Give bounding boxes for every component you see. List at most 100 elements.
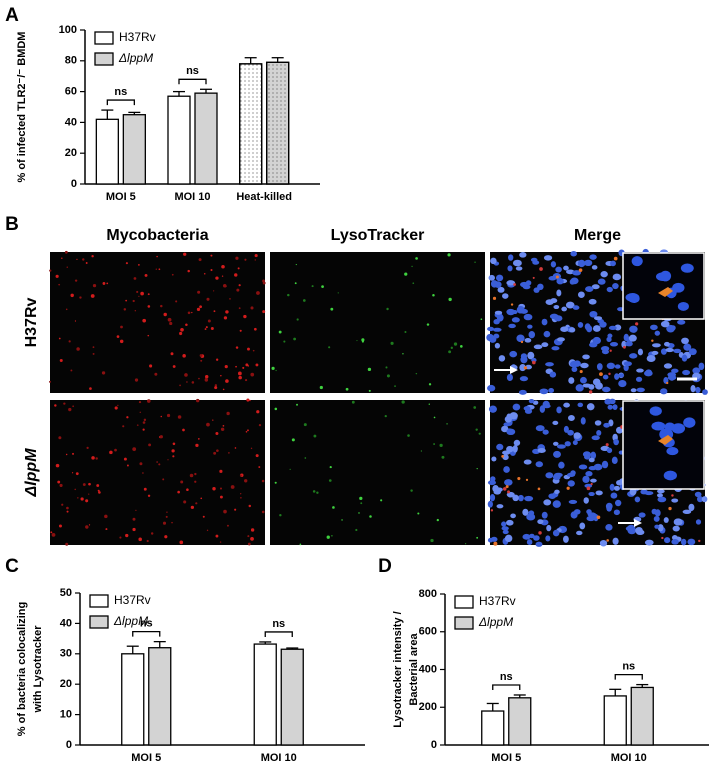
nucleus bbox=[510, 513, 516, 519]
signal-dot bbox=[74, 320, 77, 322]
signal-dot bbox=[198, 377, 200, 380]
y-tick-label: 50 bbox=[60, 587, 72, 599]
signal-dot bbox=[326, 535, 330, 539]
signal-dot bbox=[206, 297, 210, 301]
signal-dot bbox=[200, 497, 203, 500]
signal-dot bbox=[252, 349, 255, 352]
signal-dot bbox=[104, 514, 108, 519]
signal-dot bbox=[207, 319, 211, 323]
signal-dot bbox=[475, 428, 478, 431]
nucleus bbox=[606, 447, 613, 454]
signal-dot bbox=[415, 372, 418, 375]
error-bar bbox=[244, 57, 257, 64]
signal-dot bbox=[163, 312, 167, 317]
significance-bracket bbox=[264, 631, 293, 637]
nucleus bbox=[516, 306, 525, 314]
signal-dot bbox=[114, 448, 117, 452]
signal-dot bbox=[142, 428, 145, 431]
nucleus bbox=[572, 305, 580, 310]
signal-dot bbox=[158, 268, 161, 271]
micrograph bbox=[270, 252, 485, 393]
signal-dot bbox=[490, 509, 494, 512]
micrograph bbox=[487, 398, 708, 547]
nucleus bbox=[569, 360, 579, 368]
signal-dot bbox=[448, 350, 452, 354]
signal-dot bbox=[605, 443, 609, 447]
signal-dot bbox=[261, 479, 265, 483]
nucleus bbox=[543, 330, 551, 338]
nucleus bbox=[509, 412, 518, 420]
signal-dot bbox=[61, 257, 63, 259]
nucleus bbox=[640, 489, 648, 495]
nucleus bbox=[572, 270, 582, 276]
micrograph bbox=[50, 398, 265, 546]
bar bbox=[280, 648, 304, 746]
signal-dot bbox=[230, 485, 235, 489]
signal-dot bbox=[216, 449, 219, 452]
nucleus bbox=[522, 533, 531, 540]
nucleus bbox=[584, 323, 591, 331]
nucleus bbox=[570, 250, 577, 257]
signal-dot bbox=[578, 268, 583, 272]
signal-dot bbox=[493, 541, 498, 546]
signal-dot bbox=[138, 295, 140, 297]
nucleus bbox=[506, 373, 513, 382]
signal-dot bbox=[105, 528, 108, 531]
legend-label: ΔlppM bbox=[118, 51, 153, 65]
nucleus bbox=[568, 499, 578, 505]
signal-dot bbox=[183, 500, 187, 504]
nucleus bbox=[591, 284, 600, 290]
signal-dot bbox=[355, 528, 358, 532]
signal-dot bbox=[199, 354, 203, 357]
nucleus bbox=[507, 265, 513, 272]
nucleus bbox=[494, 310, 503, 315]
signal-dot bbox=[254, 253, 258, 258]
signal-dot bbox=[147, 305, 151, 308]
nucleus bbox=[614, 499, 622, 507]
signal-dot bbox=[64, 250, 68, 254]
nucleus bbox=[688, 348, 697, 356]
nucleus bbox=[539, 405, 546, 413]
signal-dot bbox=[195, 443, 199, 448]
signal-dot bbox=[433, 416, 436, 419]
nucleus bbox=[558, 461, 565, 469]
signal-dot bbox=[74, 488, 76, 491]
signal-dot bbox=[162, 478, 165, 481]
nucleus bbox=[537, 519, 544, 525]
error-bar bbox=[200, 88, 212, 94]
signal-dot bbox=[59, 358, 63, 362]
nucleus bbox=[673, 518, 683, 526]
signal-dot bbox=[289, 468, 291, 470]
signal-dot bbox=[54, 404, 57, 407]
signal-dot bbox=[125, 262, 128, 265]
nucleus bbox=[593, 463, 603, 471]
inset-nucleus bbox=[659, 270, 672, 282]
panel-label: B bbox=[5, 214, 19, 235]
signal-dot bbox=[328, 346, 331, 349]
signal-dot bbox=[319, 385, 323, 390]
nucleus bbox=[563, 265, 569, 271]
inset-nucleus bbox=[677, 301, 689, 311]
nucleus bbox=[494, 342, 501, 349]
signal-dot bbox=[214, 386, 218, 390]
signal-dot bbox=[223, 316, 228, 320]
signal-dot bbox=[172, 455, 175, 458]
nucleus bbox=[533, 535, 540, 541]
nucleus bbox=[517, 494, 524, 502]
nucleus bbox=[701, 496, 708, 503]
nucleus bbox=[488, 274, 496, 281]
signal-dot bbox=[70, 293, 74, 298]
signal-dot bbox=[50, 531, 53, 534]
signal-dot bbox=[274, 481, 277, 484]
signal-dot bbox=[186, 488, 189, 492]
nucleus bbox=[502, 450, 511, 455]
error-bar bbox=[636, 683, 649, 688]
signal-dot bbox=[72, 405, 75, 408]
nucleus bbox=[611, 456, 618, 465]
signal-dot bbox=[191, 381, 195, 384]
nucleus bbox=[487, 384, 496, 392]
nucleus bbox=[594, 420, 602, 426]
nucleus bbox=[623, 361, 632, 367]
signal-dot bbox=[177, 490, 180, 494]
